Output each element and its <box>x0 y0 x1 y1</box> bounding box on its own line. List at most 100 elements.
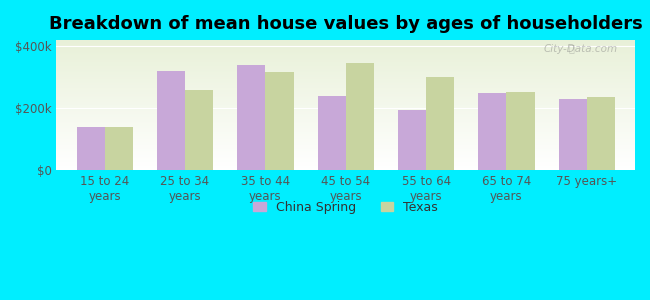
Bar <box>57 150 635 151</box>
Bar <box>57 51 635 52</box>
Bar <box>57 43 635 44</box>
Bar <box>57 41 635 42</box>
Bar <box>57 58 635 59</box>
Bar <box>57 60 635 61</box>
Bar <box>57 82 635 83</box>
Bar <box>57 83 635 84</box>
Bar <box>57 85 635 86</box>
Bar <box>57 70 635 71</box>
Bar <box>57 119 635 120</box>
Bar <box>57 161 635 162</box>
Bar <box>57 56 635 57</box>
Bar <box>57 80 635 81</box>
Bar <box>185 90 213 170</box>
Bar <box>57 71 635 72</box>
Bar <box>57 46 635 47</box>
Bar <box>57 168 635 169</box>
Bar <box>77 127 105 170</box>
Text: ⓘ: ⓘ <box>568 44 574 53</box>
Bar <box>57 166 635 167</box>
Bar <box>57 78 635 79</box>
Bar <box>57 163 635 164</box>
Bar <box>57 117 635 118</box>
Bar <box>57 142 635 143</box>
Bar <box>57 131 635 132</box>
Bar <box>57 54 635 55</box>
Bar <box>506 92 534 170</box>
Bar <box>57 156 635 157</box>
Bar <box>105 127 133 170</box>
Bar <box>57 75 635 76</box>
Bar <box>57 143 635 144</box>
Bar <box>57 151 635 152</box>
Bar <box>57 146 635 147</box>
Bar <box>57 96 635 97</box>
Bar <box>57 121 635 122</box>
Bar <box>57 133 635 134</box>
Legend: China Spring, Texas: China Spring, Texas <box>248 196 443 219</box>
Bar <box>57 135 635 136</box>
Bar <box>57 73 635 74</box>
Title: Breakdown of mean house values by ages of householders: Breakdown of mean house values by ages o… <box>49 15 643 33</box>
Bar <box>57 164 635 165</box>
Bar <box>57 145 635 146</box>
Bar <box>57 123 635 124</box>
Bar <box>57 62 635 63</box>
Bar <box>57 162 635 163</box>
Bar <box>426 77 454 170</box>
Bar <box>57 155 635 156</box>
Bar <box>57 110 635 111</box>
Bar <box>57 92 635 93</box>
Bar <box>57 61 635 62</box>
Bar <box>57 59 635 60</box>
Bar <box>57 40 635 41</box>
Bar <box>57 154 635 155</box>
Bar <box>57 132 635 133</box>
Bar <box>57 44 635 45</box>
Bar <box>157 71 185 170</box>
Bar <box>57 42 635 43</box>
Bar <box>57 93 635 94</box>
Bar <box>57 98 635 99</box>
Bar <box>558 99 587 170</box>
Bar <box>57 116 635 117</box>
Bar <box>57 55 635 56</box>
Bar <box>57 50 635 51</box>
Bar <box>57 53 635 54</box>
Bar <box>57 84 635 85</box>
Bar <box>57 47 635 48</box>
Bar <box>57 81 635 82</box>
Bar <box>57 69 635 70</box>
Bar <box>57 153 635 154</box>
Bar <box>57 66 635 67</box>
Bar <box>57 107 635 108</box>
Bar <box>57 130 635 131</box>
Bar <box>237 65 265 170</box>
Bar <box>57 129 635 130</box>
Bar <box>57 95 635 96</box>
Bar <box>57 144 635 145</box>
Bar <box>57 114 635 115</box>
Bar <box>57 160 635 161</box>
Bar <box>57 102 635 103</box>
Bar <box>57 64 635 65</box>
Bar <box>57 160 635 161</box>
Bar <box>57 76 635 77</box>
Bar <box>57 74 635 75</box>
Bar <box>57 45 635 46</box>
Bar <box>57 167 635 168</box>
Bar <box>57 105 635 106</box>
Bar <box>57 118 635 119</box>
Bar <box>57 120 635 121</box>
Bar <box>398 110 426 170</box>
Bar <box>57 149 635 150</box>
Bar <box>57 79 635 80</box>
Bar <box>318 96 346 170</box>
Bar <box>265 72 294 170</box>
Bar <box>57 89 635 90</box>
Bar <box>57 63 635 64</box>
Bar <box>57 109 635 110</box>
Bar <box>57 104 635 105</box>
Bar <box>57 97 635 98</box>
Bar <box>57 87 635 88</box>
